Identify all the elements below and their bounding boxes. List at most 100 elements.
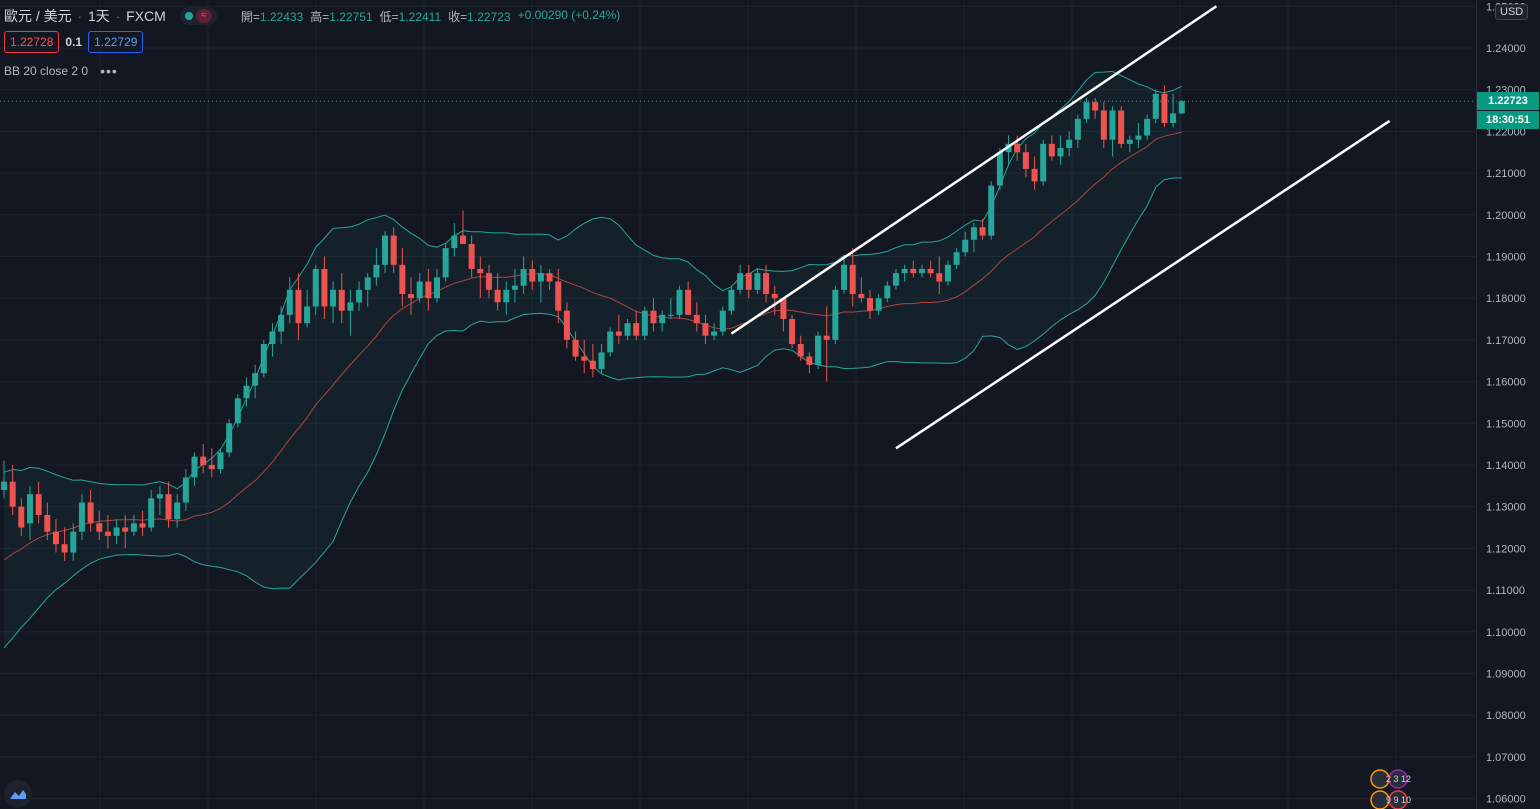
interval-label[interactable]: 1天 [88, 8, 110, 24]
candle [780, 298, 787, 332]
event-marker-icon[interactable] [1388, 790, 1408, 809]
y-tick-label: 1.22000 [1486, 126, 1526, 138]
candle-body [139, 523, 146, 528]
candle-body [148, 498, 155, 528]
candle [763, 264, 770, 303]
candle [771, 285, 778, 315]
y-tick-label: 1.09000 [1486, 668, 1526, 680]
candle [252, 364, 259, 399]
economic-events-markers[interactable]: 2 3 12 9 9 10 [1368, 768, 1418, 809]
candle [979, 218, 986, 240]
candles-layer [1, 85, 1185, 561]
candle [425, 268, 432, 311]
candle [503, 281, 510, 315]
candle-body [130, 523, 137, 532]
candle-body [312, 268, 319, 307]
candle [1057, 135, 1064, 165]
candle [1074, 114, 1081, 149]
y-tick-label: 1.20000 [1486, 210, 1526, 222]
event-count-row1: 2 3 12 [1386, 774, 1411, 784]
open-value: 1.22433 [259, 9, 304, 24]
candle [702, 314, 709, 345]
indicator-row[interactable]: BB 20 close 2 0 ••• [4, 63, 118, 79]
candle [927, 260, 934, 278]
candle-body [511, 285, 518, 290]
candle-body [676, 289, 683, 315]
candle [113, 519, 120, 545]
candle [61, 527, 68, 561]
trendlines-layer[interactable] [730, 5, 1391, 450]
candle [1126, 135, 1133, 153]
candle-body [979, 227, 986, 236]
y-tick-label: 1.19000 [1486, 251, 1526, 263]
candle-body [87, 502, 94, 524]
candle-body [373, 264, 380, 278]
candle-body [96, 523, 103, 532]
candle-body [797, 344, 804, 357]
candle [537, 264, 544, 303]
candle-body [243, 385, 250, 399]
candle [260, 339, 267, 378]
price-chart[interactable] [0, 0, 1476, 809]
candle-body [451, 235, 458, 249]
candle [148, 489, 155, 532]
candle-body [589, 360, 596, 370]
candle [1144, 114, 1151, 140]
candle [823, 306, 830, 382]
candle [633, 310, 640, 340]
candle-body [537, 273, 544, 282]
candle-body [208, 464, 215, 470]
event-marker-icon[interactable] [1388, 769, 1408, 789]
candle [607, 327, 614, 357]
currency-button[interactable]: USD [1495, 4, 1529, 20]
candle [208, 448, 215, 478]
candle-body [624, 323, 631, 336]
candle [104, 515, 111, 549]
buy-button[interactable]: 1.22729 [88, 31, 144, 53]
tradingview-logo[interactable] [4, 780, 32, 808]
candle [589, 344, 596, 378]
candle-body [468, 243, 475, 269]
candle-body [1014, 143, 1021, 153]
candle [572, 331, 579, 361]
candle [52, 519, 59, 553]
symbol-name[interactable]: 歐元 / 美元 [4, 8, 72, 24]
indicator-label[interactable]: BB 20 close 2 0 [4, 64, 89, 78]
candle [243, 377, 250, 407]
trendline[interactable] [730, 5, 1218, 335]
candle-body [754, 273, 761, 290]
price-axis[interactable]: 1.250001.240001.230001.220001.210001.200… [1476, 0, 1540, 809]
candle [728, 285, 735, 315]
candle [78, 494, 85, 541]
candle [1092, 97, 1099, 119]
candle-body [996, 152, 1003, 186]
candle [364, 273, 371, 307]
candle-body [494, 289, 501, 303]
candle [875, 293, 882, 315]
candle-body [295, 289, 302, 324]
y-tick-label: 1.18000 [1486, 293, 1526, 305]
candle [667, 298, 674, 320]
market-open-dot-icon [184, 12, 193, 20]
candle-body [434, 277, 440, 299]
candle [988, 181, 995, 240]
candle-body [1161, 93, 1168, 124]
candle-body [416, 281, 423, 299]
market-status-toggle[interactable]: ≈ [179, 7, 217, 25]
candle [962, 231, 969, 257]
candle-body [1100, 110, 1107, 140]
more-options-icon[interactable]: ••• [100, 63, 118, 79]
candle-body [1170, 113, 1177, 124]
candle-body [442, 248, 449, 278]
sell-button[interactable]: 1.22728 [4, 31, 60, 53]
candle [1178, 100, 1185, 115]
trendline[interactable] [895, 119, 1391, 450]
candle [693, 302, 700, 332]
candle-body [174, 502, 181, 520]
candle-body [321, 268, 328, 307]
legend-separator: · [115, 8, 121, 24]
candle [1152, 89, 1159, 124]
candle-body [286, 289, 293, 315]
y-tick-label: 1.16000 [1486, 377, 1526, 389]
candle [269, 323, 276, 357]
